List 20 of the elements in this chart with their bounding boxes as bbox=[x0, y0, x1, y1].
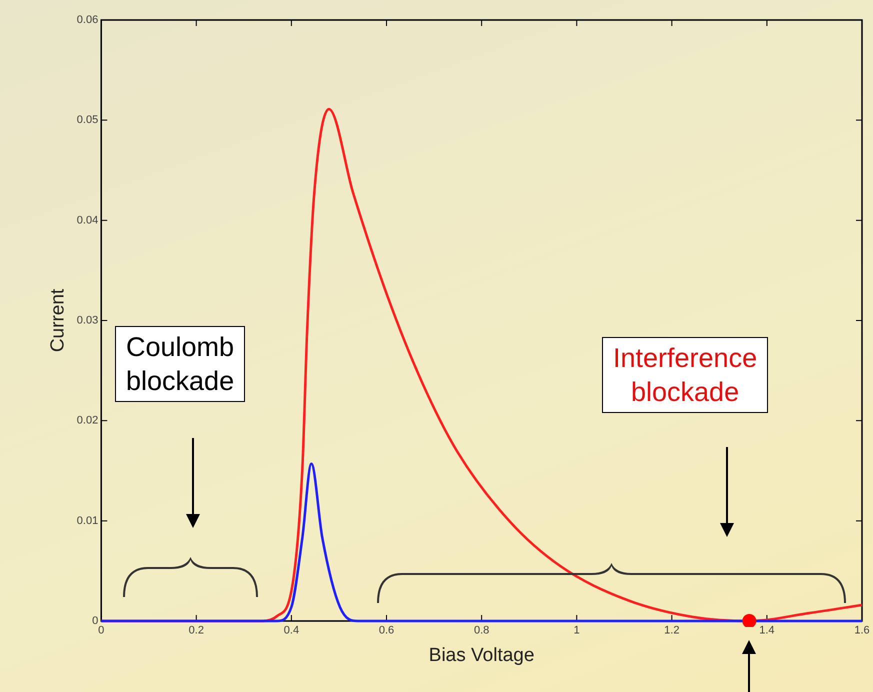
annotation: Coulomb blockade bbox=[115, 326, 246, 402]
x-tick-label: 0.2 bbox=[188, 624, 204, 637]
y-tick-label: 0.05 bbox=[76, 114, 98, 126]
y-tick-label: 0.02 bbox=[76, 414, 98, 427]
x-tick-label: 1.6 bbox=[854, 624, 870, 637]
y-tick-label: 0 bbox=[92, 615, 98, 628]
y-tick-label: 0.03 bbox=[76, 314, 98, 327]
x-tick-label: 1.4 bbox=[759, 624, 775, 637]
x-axis-title: Bias Voltage bbox=[428, 644, 534, 666]
x-tick-label: 0.8 bbox=[474, 624, 490, 637]
y-tick-label: 0.01 bbox=[76, 514, 98, 527]
y-tick-label: 0.06 bbox=[76, 14, 98, 26]
x-tick-label: 1.2 bbox=[664, 624, 680, 637]
line-series bbox=[100, 462, 864, 622]
x-tick-label: 0.6 bbox=[378, 624, 394, 637]
y-tick-label: 0.04 bbox=[76, 214, 98, 226]
x-tick-label: 1 bbox=[574, 624, 580, 637]
x-tick-label: 0.4 bbox=[284, 624, 300, 637]
y-axis-title: Current bbox=[48, 288, 69, 352]
annotation: Interference blockade bbox=[602, 337, 768, 413]
